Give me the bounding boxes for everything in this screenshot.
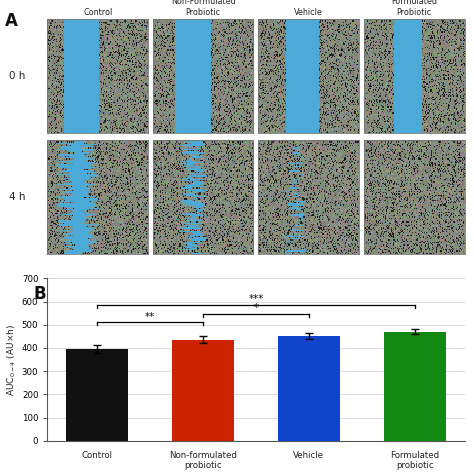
Y-axis label: 0 h: 0 h [9,71,25,81]
Text: *: * [254,303,258,313]
Title: Control: Control [83,8,112,17]
Bar [66,349,128,441]
Bar [172,340,234,441]
Title: Vehicle: Vehicle [294,8,323,17]
Y-axis label: 4 h: 4 h [9,192,25,202]
Title: Non-Formulated
Probiotic: Non-Formulated Probiotic [171,0,236,17]
Bar [278,336,340,441]
Title: Formulated
Probiotic: Formulated Probiotic [391,0,437,17]
Bar [384,332,446,441]
Text: **: ** [145,311,155,321]
Text: A: A [5,12,18,30]
Y-axis label: AUC$_{0-4}$ (AU×h): AUC$_{0-4}$ (AU×h) [5,323,18,396]
Text: B: B [34,285,46,303]
Text: ***: *** [248,294,264,304]
